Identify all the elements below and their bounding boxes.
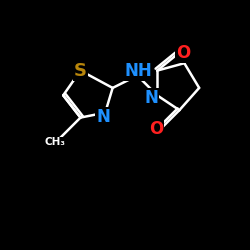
Text: S: S: [74, 62, 87, 80]
Text: CH₃: CH₃: [44, 137, 65, 147]
Text: N: N: [96, 108, 110, 126]
Text: NH: NH: [125, 62, 152, 80]
Text: O: O: [176, 44, 190, 62]
Text: O: O: [149, 120, 163, 138]
Text: N: N: [144, 89, 158, 107]
